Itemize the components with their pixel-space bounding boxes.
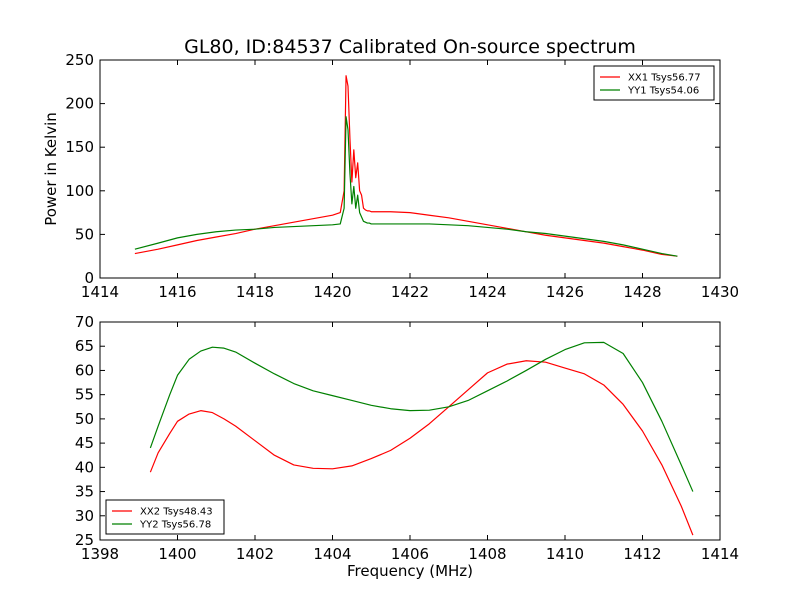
x-tick-label: 1412: [623, 545, 661, 563]
series-line-2: [134, 116, 678, 257]
x-tick-label: 1424: [468, 283, 506, 301]
y-tick-label: 45: [75, 434, 94, 452]
x-tick-label: 1404: [313, 545, 351, 563]
x-tick-label: 1414: [81, 283, 119, 301]
legend-entry: YY1 Tsys54.06: [627, 86, 699, 97]
top-plot-area: 1414 1416 1418 1420 1422 1424 1426 1428 1430 0 50 1…: [65, 51, 739, 301]
x-tick-label: 1422: [391, 283, 429, 301]
top-y-axis-label: Power in Kelvin: [42, 112, 60, 226]
legend-box: [105, 499, 225, 535]
x-tick-label: 1410: [546, 545, 584, 563]
x-tick-label: 1414: [701, 545, 739, 563]
y-tick-label: 60: [75, 361, 94, 379]
series-line-1: [134, 75, 678, 257]
bottom-legend: XX2 Tsys48.43 YY2 Tsys56.78: [105, 499, 225, 535]
x-tick-label: 1418: [236, 283, 274, 301]
series-line-1: [149, 360, 694, 536]
y-tick-label: 40: [75, 458, 94, 476]
x-tick-label: 1420: [313, 283, 351, 301]
y-tick-label: 55: [75, 386, 94, 404]
x-tick-label: 1408: [468, 545, 506, 563]
y-tick-label: 0: [84, 269, 94, 287]
x-tick-label: 1430: [701, 283, 739, 301]
x-tick-label: 1400: [158, 545, 196, 563]
legend-entry: XX2 Tsys48.43: [140, 507, 213, 518]
bottom-x-axis-label: Frequency (MHz): [347, 562, 473, 580]
y-tick-label: 70: [75, 313, 94, 331]
chart-title: GL80, ID:84537 Calibrated On-source spec…: [184, 36, 636, 58]
x-tick-label: 1398: [81, 545, 119, 563]
x-tick-label: 1416: [158, 283, 196, 301]
y-tick-label: 50: [75, 225, 94, 243]
legend-entry: XX1 Tsys56.77: [628, 73, 701, 84]
y-tick-label: 100: [65, 182, 94, 200]
legend-entry: YY2 Tsys56.78: [139, 520, 211, 531]
y-tick-label: 65: [75, 337, 94, 355]
y-tick-label: 50: [75, 410, 94, 428]
y-tick-label: 30: [75, 507, 94, 525]
series-line-2: [149, 341, 694, 492]
y-tick-label: 35: [75, 483, 94, 501]
y-tick-label: 250: [65, 51, 94, 69]
x-tick-label: 1406: [391, 545, 429, 563]
y-tick-label: 150: [65, 138, 94, 156]
y-tick-label: 200: [65, 95, 94, 113]
bottom-plot-area: 1398 1400 1402 1404 1406 1408 1410 1412 1414 25 30…: [75, 313, 739, 563]
x-tick-label: 1428: [623, 283, 661, 301]
bottom-panel: Frequency (MHz) 1398 1400 1402 1404 1406 1408…: [75, 313, 739, 580]
top-panel: GL80, ID:84537 Calibrated On-source spec…: [42, 36, 739, 301]
legend-box: [593, 65, 715, 101]
x-tick-label: 1402: [236, 545, 274, 563]
x-tick-label: 1426: [546, 283, 584, 301]
top-legend: XX1 Tsys56.77 YY1 Tsys54.06: [593, 65, 715, 101]
y-tick-label: 25: [75, 531, 94, 549]
